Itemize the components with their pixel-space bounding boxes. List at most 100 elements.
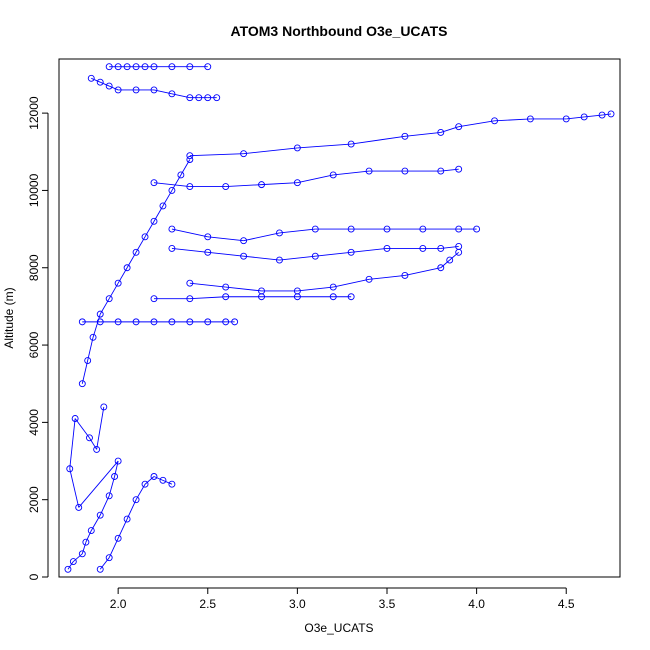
data-point [383,244,391,252]
series-line [117,518,128,539]
x-tick-label: 2.5 [199,597,216,611]
data-point [168,90,176,98]
data-point [329,171,337,179]
data-point [491,117,498,125]
data-point [186,183,194,191]
data-point [401,167,409,175]
series-line [81,360,89,384]
series-line [108,538,119,558]
y-tick-label: 8000 [27,254,41,281]
x-tick-label: 4.0 [468,597,485,611]
series-line [92,314,101,338]
data-point [347,225,355,233]
data-point [64,565,72,573]
data-point [105,492,113,500]
data-point [562,115,570,123]
data-point [437,167,445,175]
series-line [109,85,119,91]
data-point [293,144,301,152]
y-tick-label: 0 [27,573,41,580]
data-point [87,527,95,535]
series-line [243,255,280,261]
data-point [168,244,176,252]
series-line [243,232,280,242]
series-line [279,255,316,261]
data-point [580,113,588,121]
data-point [598,111,606,119]
series-line [81,542,87,554]
series-line [69,418,76,469]
series-line [458,120,495,128]
data-point [123,63,131,71]
data-point [437,244,445,252]
data-point [222,283,230,291]
data-point [150,217,158,225]
series-line [494,118,531,122]
x-axis: 2.0 2.5 3.0 3.5 4.0 4.5 [110,587,575,611]
data-point [150,86,158,94]
series-line [207,236,244,242]
series-line [297,143,352,149]
data-point [204,94,212,102]
series-line [162,479,173,485]
data-point [132,248,140,256]
series-line [74,418,90,439]
data-point [159,476,167,484]
x-tick-label: 3.5 [379,597,396,611]
series-line [279,228,316,234]
data-point [401,272,409,279]
data-point [114,318,122,326]
data-point [419,244,427,252]
series-line [99,557,110,570]
y-tick-label: 12000 [27,96,41,130]
data-series [186,248,463,295]
series-line [404,267,441,276]
data-point [258,287,265,295]
data-point [195,94,203,102]
data-point [231,318,239,326]
plot-frame [58,58,621,578]
series-line [69,468,80,508]
data-point [100,403,108,411]
data-point [311,252,319,260]
series-line [189,296,226,300]
data-point [222,318,230,326]
data-point [141,480,149,488]
x-tick-label: 2.0 [110,597,127,611]
series-line [126,499,137,520]
series-line [171,228,208,238]
data-series [168,243,463,264]
data-point [437,128,445,136]
data-point [105,295,113,303]
data-series [78,318,239,326]
data-point [69,558,77,565]
data-point [329,283,337,291]
series-line [333,278,370,288]
data-series [78,156,194,388]
data-point [204,233,212,241]
data-point [150,295,158,303]
chart-title: ATOM3 Northbound O3e_UCATS [231,23,448,39]
series-line [87,337,94,361]
series-line [91,77,101,83]
data-point [607,110,615,118]
series-line [315,251,352,257]
data-series [150,165,463,191]
data-point [401,132,409,140]
data-point [213,94,221,102]
data-point [78,380,86,388]
series-line [96,406,105,450]
data-point [114,63,122,71]
data-point [365,167,373,175]
data-point [347,140,355,148]
data-point [437,264,445,272]
series-line [404,132,441,137]
data-point [150,179,158,187]
data-series [87,74,221,102]
data-point [114,534,122,542]
data-point [276,229,283,237]
data-point [159,202,167,210]
data-point [455,123,463,131]
series-line [99,495,110,516]
data-point [89,333,97,341]
